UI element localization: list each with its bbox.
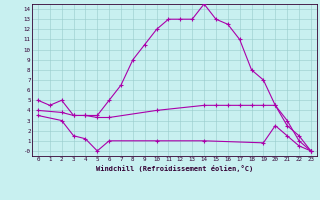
X-axis label: Windchill (Refroidissement éolien,°C): Windchill (Refroidissement éolien,°C): [96, 165, 253, 172]
